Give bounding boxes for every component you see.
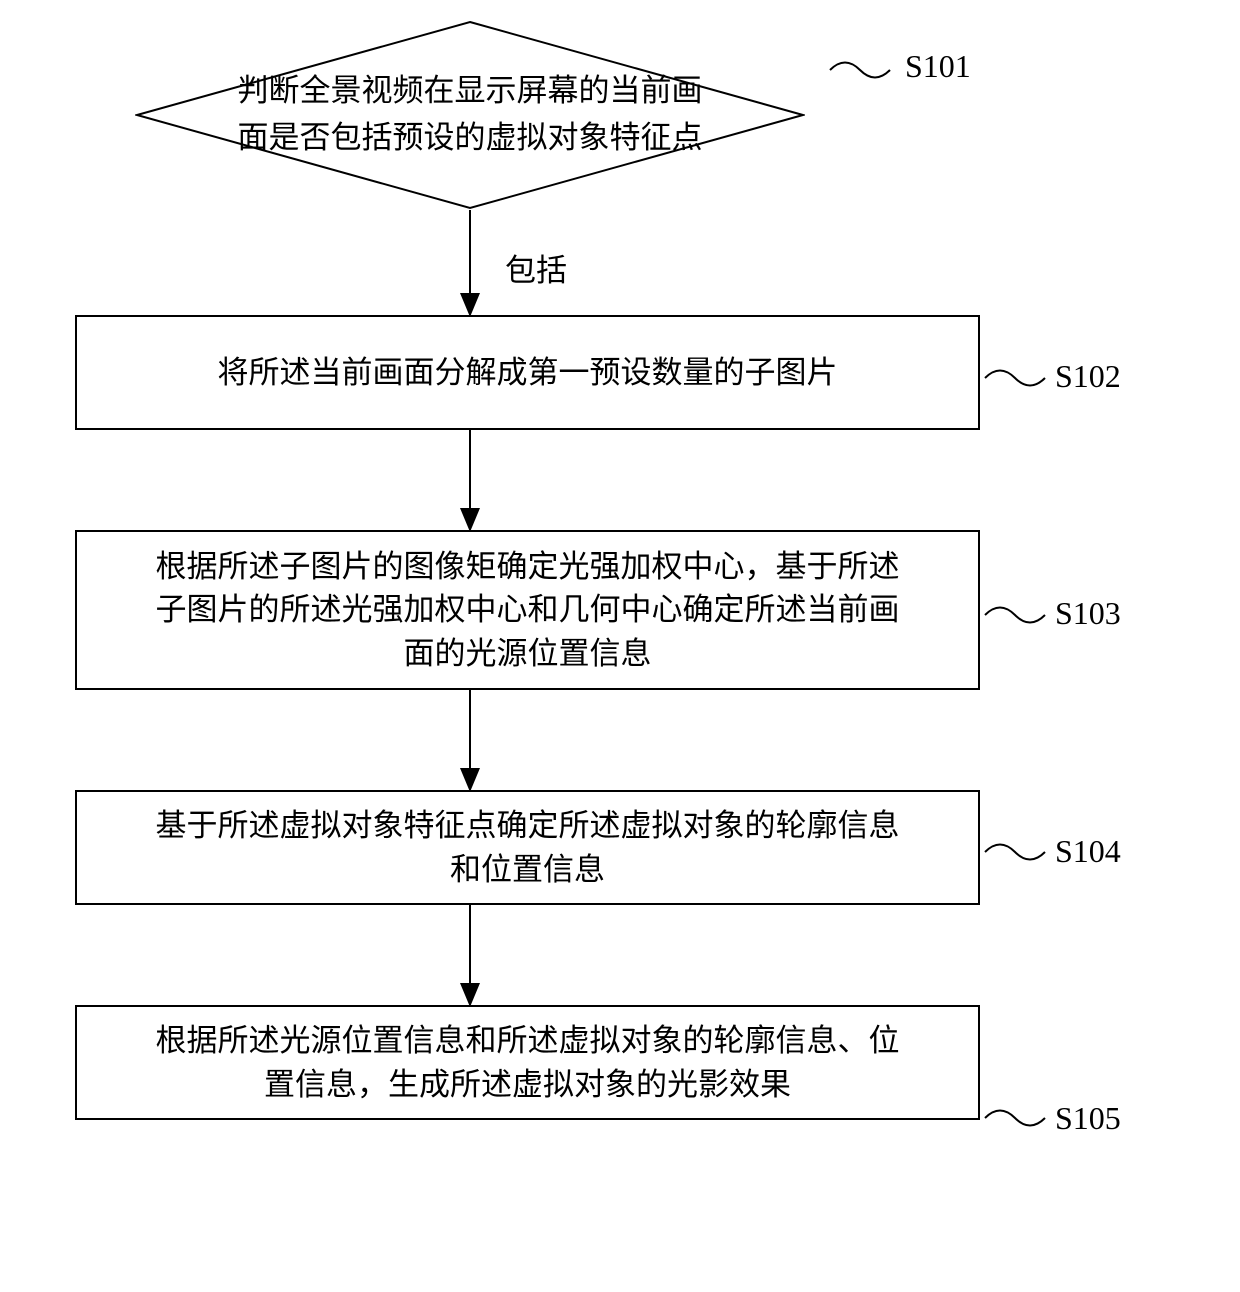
- process-s105-line2: 置信息，生成所述虚拟对象的光影效果: [264, 1067, 791, 1102]
- process-s103-line2: 子图片的所述光强加权中心和几何中心确定所述当前画: [156, 592, 900, 627]
- decision-line2: 面是否包括预设的虚拟对象特征点: [238, 120, 703, 155]
- process-s104-line2: 和位置信息: [450, 852, 605, 887]
- step-label-s102: S102: [1055, 358, 1121, 395]
- step-label-s101: S101: [905, 48, 971, 85]
- tilde-s103: [985, 608, 1045, 623]
- process-s102: 将所述当前画面分解成第一预设数量的子图片: [75, 315, 980, 430]
- step-label-s103: S103: [1055, 595, 1121, 632]
- step-label-s105: S105: [1055, 1100, 1121, 1137]
- tilde-s101: [830, 63, 890, 78]
- process-s103-line3: 面的光源位置信息: [404, 636, 652, 671]
- process-s105: 根据所述光源位置信息和所述虚拟对象的轮廓信息、位 置信息，生成所述虚拟对象的光影…: [75, 1005, 980, 1120]
- process-s104: 基于所述虚拟对象特征点确定所述虚拟对象的轮廓信息 和位置信息: [75, 790, 980, 905]
- edge-label-include: 包括: [505, 245, 567, 290]
- step-label-s104: S104: [1055, 833, 1121, 870]
- process-s105-line1: 根据所述光源位置信息和所述虚拟对象的轮廓信息、位: [156, 1023, 900, 1058]
- tilde-s102: [985, 371, 1045, 386]
- process-s104-line1: 基于所述虚拟对象特征点确定所述虚拟对象的轮廓信息: [156, 808, 900, 843]
- tilde-s104: [985, 845, 1045, 860]
- decision-s101-text: 判断全景视频在显示屏幕的当前画 面是否包括预设的虚拟对象特征点: [220, 68, 720, 161]
- flowchart-canvas: 判断全景视频在显示屏幕的当前画 面是否包括预设的虚拟对象特征点 将所述当前画面分…: [0, 0, 1240, 1292]
- decision-line1: 判断全景视频在显示屏幕的当前画: [238, 73, 703, 108]
- tilde-s105: [985, 1111, 1045, 1126]
- process-s103: 根据所述子图片的图像矩确定光强加权中心，基于所述 子图片的所述光强加权中心和几何…: [75, 530, 980, 690]
- process-s103-line1: 根据所述子图片的图像矩确定光强加权中心，基于所述: [156, 549, 900, 584]
- process-s102-text: 将所述当前画面分解成第一预设数量的子图片: [218, 351, 838, 394]
- decision-s101: 判断全景视频在显示屏幕的当前画 面是否包括预设的虚拟对象特征点: [135, 20, 805, 210]
